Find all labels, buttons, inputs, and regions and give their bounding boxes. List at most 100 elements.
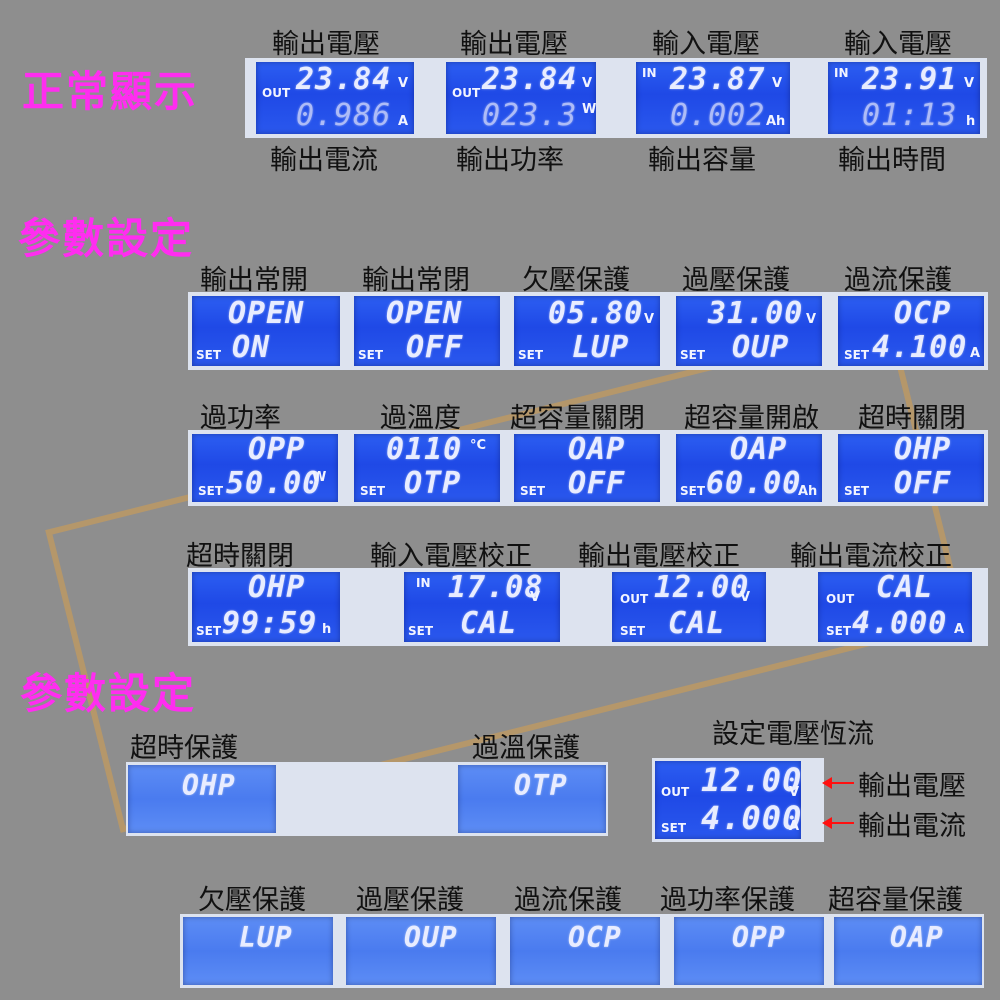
lcd-unit: Ah [766, 114, 786, 129]
lcd-bottom-value: 0.986 [296, 98, 392, 133]
settings-row2-label-5: 超時關閉 [858, 403, 966, 434]
lcd-unit: V [740, 590, 751, 605]
lcd-tag: SET [680, 484, 706, 498]
lcd-unit: h [322, 622, 332, 637]
lcd-tag: SET [196, 348, 222, 362]
lcd-top-value: 23.84 [296, 62, 392, 97]
lcd-bottom-value: 4.000 [701, 799, 801, 837]
lcd-screen: IN 17.08 V SET CAL [404, 572, 560, 642]
lcd-bottom-value: ON [232, 330, 271, 365]
lcd-unit: V [582, 76, 593, 91]
settings-row2-label-4: 超容量開啟 [684, 403, 819, 434]
normal-bottom-label-3: 輸出容量 [648, 145, 756, 176]
section-title-settings-2: 參數設定 [20, 669, 197, 718]
lcd-top-value: 12.00 [701, 761, 801, 799]
lcd-top-value: 0110 [386, 434, 463, 467]
lcd-tag: OUT [262, 86, 291, 100]
lcd-screen: OHP SET OFF [838, 434, 984, 502]
settings-row3-label-3: 輸出電壓校正 [578, 541, 740, 572]
lcd-top-value: OCP [894, 296, 952, 331]
lcd-top-value: CAL [876, 572, 934, 605]
settings-row2-label-3: 超容量關閉 [510, 403, 645, 434]
lcd-bottom-value: 4.100 [872, 330, 968, 365]
settings-row3-label-1: 超時關閉 [186, 541, 294, 572]
lcd-tag: IN [834, 66, 849, 80]
lcd-top-value: OPEN [386, 296, 463, 331]
lcd-tag: SET [518, 348, 544, 362]
lcd-text: OUP [404, 921, 458, 954]
lcd-tag: SET [844, 484, 870, 498]
lcd-unit: W [582, 102, 596, 117]
lcd-bottom-value: LUP [572, 330, 630, 365]
settings-row1-label-4: 過壓保護 [682, 265, 790, 296]
normal-bottom-label-1: 輸出電流 [270, 145, 378, 176]
lcd-bottom-value: 60.00 [706, 466, 802, 501]
lcd-screen: OUT 23.84 V 0.986 A [256, 62, 414, 134]
lcd-screen: OUT 12.00 V SET CAL [612, 572, 766, 642]
bottom-label-3: 過流保護 [514, 885, 622, 916]
lcd-unit: V [806, 312, 817, 327]
lcd-screen: OPEN SET ON [192, 296, 340, 366]
lcd-top-value: 12.00 [654, 572, 750, 605]
lcd-top-value: OAP [568, 434, 626, 467]
arrow-icon [822, 777, 854, 789]
lcd-screen: 0110 °C SET OTP [354, 434, 500, 502]
lcd-bottom-value: OFF [406, 330, 464, 365]
protection-label-otp: 過溫保護 [472, 733, 580, 764]
lcd-tag: OUT [826, 592, 855, 606]
lcd-tag: OUT [452, 86, 481, 100]
lcd-unit: A [970, 346, 981, 361]
lcd-text: LUP [239, 921, 293, 954]
lcd-screen: OHP SET 99:59 h [192, 572, 340, 642]
settings-row1-label-1: 輸出常開 [200, 265, 308, 296]
bottom-label-4: 過功率保護 [660, 885, 795, 916]
lcd-tag: SET [661, 821, 687, 835]
lcd-tag: SET [680, 348, 706, 362]
lcd-tag: SET [520, 484, 546, 498]
normal-bottom-label-4: 輸出時間 [838, 145, 946, 176]
lcd-screen: OHP [128, 765, 276, 833]
lcd-text: OTP [514, 769, 568, 802]
settings-row2-label-2: 過溫度 [380, 403, 461, 434]
lcd-tag: IN [416, 576, 431, 590]
lcd-text: OCP [568, 921, 622, 954]
lcd-screen: OAP SET OFF [514, 434, 660, 502]
lcd-screen: 05.80 V SET LUP [514, 296, 660, 366]
section-title-normal: 正常顯示 [22, 67, 199, 116]
lcd-bottom-value: 0.002 [670, 98, 766, 133]
lcd-screen: OUT 23.84 V 023.3 W [446, 62, 596, 134]
lcd-unit: V [772, 76, 783, 91]
settings-row1-label-3: 欠壓保護 [522, 265, 630, 296]
lcd-top-value: OAP [730, 434, 788, 467]
lcd-top-value: 23.91 [862, 62, 958, 97]
lcd-top-value: 23.87 [670, 62, 766, 97]
lcd-unit: W [312, 470, 327, 485]
lcd-top-value: 23.84 [482, 62, 578, 97]
lcd-unit: A [954, 622, 965, 637]
lcd-unit: V [644, 312, 655, 327]
bottom-label-5: 超容量保護 [828, 885, 963, 916]
settings-row3-label-2: 輸入電壓校正 [370, 541, 532, 572]
lcd-tag: SET [196, 624, 222, 638]
settings-row1-label-2: 輸出常閉 [362, 265, 470, 296]
lcd-top-value: 31.00 [708, 296, 804, 331]
normal-top-label-2: 輸出電壓 [460, 29, 568, 60]
lcd-screen: IN 23.87 V 0.002 Ah [636, 62, 790, 134]
lcd-unit: V [789, 785, 800, 800]
lcd-tag: OUT [620, 592, 649, 606]
settings-row3-label-4: 輸出電流校正 [790, 541, 952, 572]
settings-row2-label-1: 過功率 [200, 403, 281, 434]
cv-cc-title: 設定電壓恆流 [712, 719, 874, 750]
lcd-unit: A [789, 819, 800, 834]
protection-label-ohp: 超時保護 [130, 733, 238, 764]
lcd-text: OPP [732, 921, 786, 954]
lcd-unit: V [964, 76, 975, 91]
lcd-screen: OUP [346, 917, 496, 985]
lcd-tag: SET [358, 348, 384, 362]
settings-row1-label-5: 過流保護 [844, 265, 952, 296]
lcd-tag: SET [360, 484, 386, 498]
lcd-tag: OUT [661, 785, 690, 799]
arrow-icon [822, 817, 854, 829]
lcd-top-value: OPEN [228, 296, 305, 331]
lcd-top-value: 05.80 [548, 296, 644, 331]
